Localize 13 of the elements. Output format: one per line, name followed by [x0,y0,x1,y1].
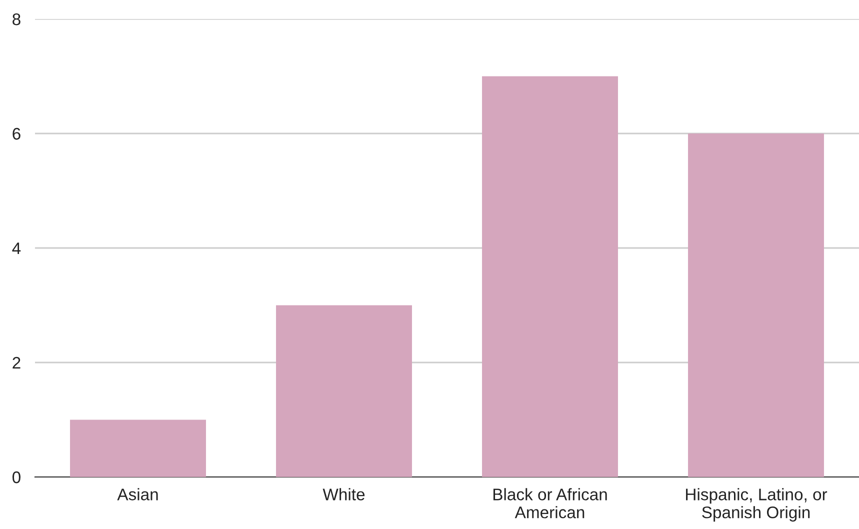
bar [482,76,618,477]
x-tick-label: Asian [117,488,158,500]
bar [688,134,824,477]
y-tick-label: 0 [12,471,20,484]
y-tick-label: 4 [12,242,21,254]
y-tick-label: 2 [12,356,20,369]
bar [276,305,412,477]
x-tick-label: Black or African American [493,488,607,518]
x-tick-label: White [322,488,365,500]
y-tick-label: 6 [12,128,20,140]
bar [70,420,206,477]
y-tick-label: 8 [12,13,20,26]
x-tick-label: Hispanic, Latino, or Spanish Origin [686,488,828,522]
